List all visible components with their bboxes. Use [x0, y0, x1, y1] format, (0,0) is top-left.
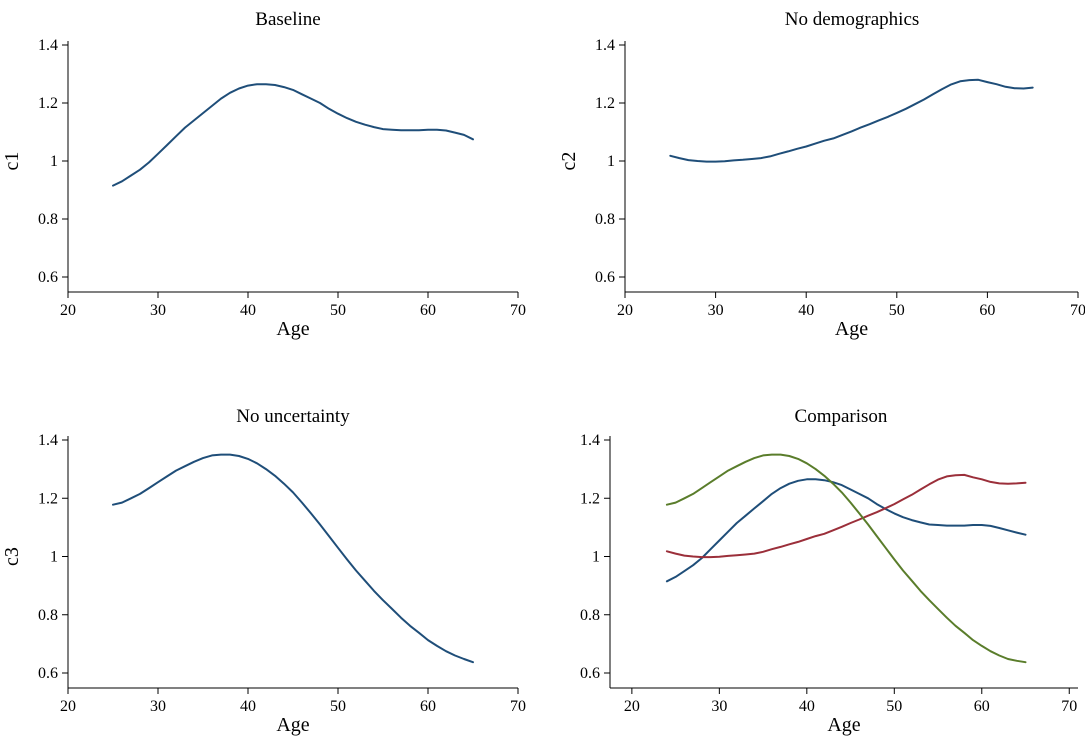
series-line-2 — [665, 473, 1027, 559]
x-tick-label: 70 — [1061, 698, 1077, 715]
chart-title: Baseline — [255, 9, 320, 30]
y-tick-label: 0.6 — [38, 269, 58, 286]
x-tick-label: 60 — [420, 698, 436, 715]
chart-title: No demographics — [785, 9, 920, 30]
y-tick-label: 1 — [607, 153, 615, 170]
chart-panel-1: Baseline 20 30 40 50 60 70 0.6 0.8 1 1.2 1.4 Age c1 — [1, 9, 526, 340]
chart-panel-4: Comparison 20 30 40 50 60 70 0.6 0.8 1 1.2 1.4 Age — [580, 406, 1078, 736]
x-tick-label: 70 — [510, 302, 526, 319]
y-tick-label: 1.4 — [580, 432, 600, 449]
y-tick-label: 1.2 — [580, 490, 600, 507]
y-tick-label: 0.6 — [38, 665, 58, 682]
y-tick-label: 1.2 — [595, 95, 615, 112]
y-tick-label: 1.4 — [38, 37, 58, 54]
y-tick-label: 0.8 — [38, 607, 58, 624]
x-tick-label: 70 — [1070, 302, 1085, 319]
y-tick-label: 1 — [50, 153, 58, 170]
x-tick-label: 30 — [711, 698, 727, 715]
x-tick-label: 40 — [798, 302, 814, 319]
y-tick-label: 0.6 — [580, 665, 600, 682]
x-tick-label: 20 — [60, 698, 76, 715]
x-axis-label: Age — [276, 714, 309, 736]
x-tick-label: 50 — [886, 698, 902, 715]
series-line-1 — [112, 83, 474, 187]
x-tick-label: 70 — [510, 698, 526, 715]
x-axis-label: Age — [827, 714, 860, 736]
y-tick-label: 1 — [592, 549, 600, 566]
x-tick-label: 20 — [617, 302, 633, 319]
y-tick-label: 1 — [50, 549, 58, 566]
x-axis-label: Age — [276, 318, 309, 340]
y-tick-label: 0.8 — [580, 607, 600, 624]
x-tick-label: 60 — [979, 302, 995, 319]
x-tick-label: 30 — [150, 302, 166, 319]
series-line-1 — [665, 478, 1027, 583]
x-tick-label: 20 — [60, 302, 76, 319]
x-tick-label: 50 — [330, 302, 346, 319]
x-tick-label: 60 — [974, 698, 990, 715]
x-tick-label: 30 — [708, 302, 724, 319]
chart-panel-2: No demographics 20 30 40 50 60 70 0.6 0.8 1 1.2 1.4… — [558, 9, 1085, 340]
series-line-1 — [669, 78, 1034, 163]
y-tick-label: 0.6 — [595, 269, 615, 286]
series-line-3 — [665, 453, 1027, 664]
y-tick-label: 0.8 — [38, 211, 58, 228]
y-tick-label: 1.2 — [38, 95, 58, 112]
x-tick-label: 50 — [330, 698, 346, 715]
y-axis-label: c2 — [558, 152, 580, 171]
chart-title: No uncertainty — [236, 406, 350, 427]
y-tick-label: 1.4 — [595, 37, 615, 54]
y-tick-label: 0.8 — [595, 211, 615, 228]
x-tick-label: 40 — [240, 698, 256, 715]
chart-panel-3: No uncertainty 20 30 40 50 60 70 0.6 0.8 1 1.2 1.4 A… — [1, 406, 526, 736]
x-axis-label: Age — [835, 318, 868, 340]
x-tick-label: 40 — [799, 698, 815, 715]
y-axis-label: c1 — [1, 152, 23, 171]
x-tick-label: 30 — [150, 698, 166, 715]
series-line-1 — [112, 453, 474, 664]
chart-title: Comparison — [795, 406, 888, 427]
x-tick-label: 60 — [420, 302, 436, 319]
y-axis-label: c3 — [1, 547, 23, 566]
x-tick-label: 20 — [624, 698, 640, 715]
x-tick-label: 40 — [240, 302, 256, 319]
y-tick-label: 1.4 — [38, 432, 58, 449]
x-tick-label: 50 — [889, 302, 905, 319]
y-tick-label: 1.2 — [38, 490, 58, 507]
